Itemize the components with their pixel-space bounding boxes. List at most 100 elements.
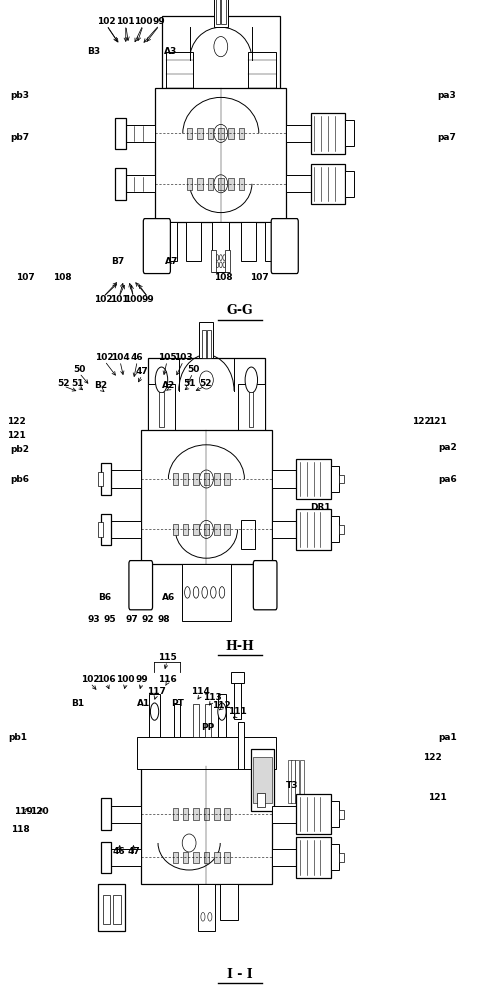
Bar [228,128,234,139]
Bar [193,473,199,485]
Bar [296,459,331,499]
Bar [224,524,230,535]
FancyBboxPatch shape [238,384,265,434]
Bar [172,473,178,485]
Text: 99: 99 [153,17,166,26]
Bar [204,524,209,535]
Text: 46: 46 [131,354,144,362]
Text: A6: A6 [162,593,176,602]
Bar [311,164,345,204]
Circle shape [216,262,219,268]
Bar [214,0,228,27]
Bar [249,392,253,427]
Bar [212,250,216,272]
Text: pb7: pb7 [11,133,30,142]
FancyBboxPatch shape [339,810,344,819]
Text: G-G: G-G [227,304,253,318]
Circle shape [219,262,222,268]
FancyBboxPatch shape [331,801,339,827]
Text: 118: 118 [11,826,30,834]
Bar [272,806,296,823]
Ellipse shape [214,37,228,57]
Ellipse shape [214,175,228,193]
Bar [221,0,226,24]
Bar [197,178,203,190]
Bar [265,222,280,261]
Text: 101: 101 [117,17,135,26]
Text: 100: 100 [124,296,143,304]
Bar [224,852,230,863]
Bar [113,895,120,924]
Text: 115: 115 [157,654,177,662]
Text: 112: 112 [212,700,231,710]
Text: 113: 113 [203,694,222,702]
Text: 120: 120 [30,808,48,816]
Text: 47: 47 [136,367,148,376]
Bar [186,222,201,261]
Bar [159,392,164,427]
Circle shape [202,587,207,598]
Text: 121: 121 [428,794,447,802]
Text: pa6: pa6 [438,476,457,485]
Text: A3: A3 [164,47,177,56]
Bar [149,694,160,737]
FancyBboxPatch shape [331,844,339,870]
FancyBboxPatch shape [252,749,274,811]
FancyBboxPatch shape [144,219,170,274]
Circle shape [208,912,212,921]
Bar [214,852,219,863]
Bar [182,564,230,621]
Bar [212,222,229,272]
Text: 51: 51 [72,378,84,387]
Text: I - I: I - I [227,968,253,981]
FancyBboxPatch shape [162,16,279,96]
Text: 52: 52 [199,378,212,387]
FancyBboxPatch shape [339,525,344,534]
Bar [241,222,256,261]
Bar [183,473,189,485]
FancyBboxPatch shape [101,514,111,545]
Circle shape [245,367,258,393]
Bar [205,704,211,737]
Bar [183,808,189,820]
Circle shape [223,262,226,268]
Text: pa3: pa3 [437,92,456,101]
Bar [214,808,219,820]
Text: 105: 105 [158,354,176,362]
Text: 50: 50 [187,365,199,374]
FancyBboxPatch shape [129,561,153,610]
Bar [272,849,296,866]
Bar [174,704,180,737]
FancyBboxPatch shape [241,520,255,549]
Text: 95: 95 [103,615,116,624]
Bar [109,470,141,488]
Text: 122: 122 [7,418,26,426]
Text: 97: 97 [126,615,138,624]
Circle shape [219,587,225,598]
Bar [234,676,241,719]
FancyBboxPatch shape [148,358,265,438]
Bar [218,694,226,737]
Bar [204,852,209,863]
Text: pa2: pa2 [438,442,457,452]
Text: 111: 111 [228,708,247,716]
Bar [288,760,292,803]
Bar [311,113,345,154]
Bar [172,524,178,535]
Text: B7: B7 [111,257,124,266]
FancyBboxPatch shape [115,118,126,149]
Bar [141,766,272,884]
FancyBboxPatch shape [97,472,103,486]
Bar [300,760,304,803]
Text: 99: 99 [142,296,154,304]
Bar [216,0,220,24]
Bar [225,250,230,272]
Text: 102: 102 [96,354,114,362]
Circle shape [155,367,168,393]
Text: 121: 121 [428,418,447,426]
Bar [296,794,331,834]
Text: 51: 51 [183,378,196,387]
Text: pa1: pa1 [438,734,457,742]
Text: pb6: pb6 [11,476,30,485]
Text: 52: 52 [57,378,70,387]
